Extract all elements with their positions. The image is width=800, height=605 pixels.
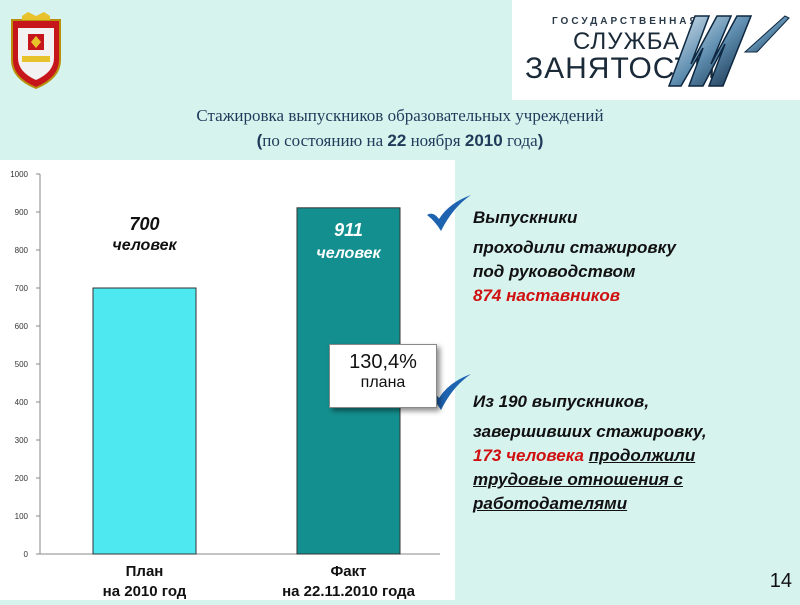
page-title: Стажировка выпускников образовательных у… bbox=[196, 106, 604, 125]
bar-value-label: 700 bbox=[129, 214, 159, 234]
y-tick-label: 300 bbox=[15, 436, 29, 445]
employment-service-logo-icon bbox=[667, 15, 790, 87]
bar bbox=[92, 287, 197, 555]
fact-block-graduates: Из 190 выпускников, завершивших стажиров… bbox=[473, 390, 707, 516]
y-tick-label: 700 bbox=[15, 284, 29, 293]
y-tick-label: 100 bbox=[15, 512, 29, 521]
badge-label: плана bbox=[360, 374, 406, 391]
fact-line: 173 человека продолжили bbox=[473, 446, 696, 465]
checkmark-icon bbox=[427, 374, 471, 410]
bar-unit-label: человек bbox=[316, 245, 381, 262]
category-label: на 2010 год bbox=[103, 583, 187, 600]
fact-block-trainees: Выпускники проходили стажировку под руко… bbox=[473, 206, 676, 308]
y-tick-label: 400 bbox=[15, 398, 29, 407]
fact-line: трудовые отношения с bbox=[473, 470, 683, 489]
y-tick-label: 600 bbox=[15, 322, 29, 331]
fact-line: завершивших стажировку, bbox=[473, 422, 707, 441]
page-subtitle: (по состоянию на 22 ноября 2010 года) bbox=[256, 131, 544, 150]
fact-highlight: 173 человека bbox=[473, 446, 584, 465]
logo-text-line1: ГОСУДАРСТВЕННАЯ bbox=[552, 16, 700, 27]
fact-line: работодателями bbox=[473, 494, 628, 513]
y-tick-label: 1000 bbox=[10, 170, 28, 179]
bar-value-label: 911 bbox=[334, 220, 363, 240]
badge-value: 130,4% bbox=[349, 351, 417, 373]
checkmark-icon bbox=[427, 195, 471, 231]
y-tick-label: 900 bbox=[15, 208, 29, 217]
fact-line: Из 190 выпускников, bbox=[473, 392, 650, 411]
coat-of-arms-icon bbox=[11, 12, 61, 90]
fact-line: Выпускники bbox=[473, 208, 578, 227]
y-tick-label: 200 bbox=[15, 474, 29, 483]
plan-percent-badge: 130,4% плана bbox=[329, 344, 437, 408]
y-tick-label: 500 bbox=[15, 360, 29, 369]
y-tick-label: 800 bbox=[15, 246, 29, 255]
fact-line: проходили стажировку bbox=[473, 238, 676, 257]
fact-line: под руководством bbox=[473, 262, 636, 281]
category-label: План bbox=[126, 563, 164, 580]
category-label: Факт bbox=[331, 563, 367, 580]
category-label: на 22.11.2010 года bbox=[282, 583, 416, 600]
bar-unit-label: человек bbox=[112, 237, 177, 254]
logo-text-line2: СЛУЖБА bbox=[573, 28, 680, 55]
fact-line-highlight: 874 наставников bbox=[473, 286, 621, 305]
y-tick-label: 0 bbox=[24, 550, 29, 559]
page-number: 14 bbox=[769, 570, 792, 592]
